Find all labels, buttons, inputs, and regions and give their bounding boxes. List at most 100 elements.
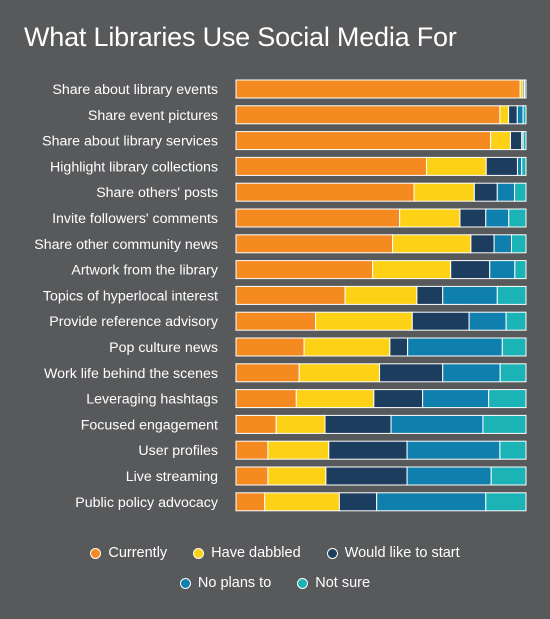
- category-label-share-event-pictures: Share event pictures: [88, 108, 218, 124]
- bar-segment-no-plans-to-share-others-posts: [496, 182, 516, 202]
- category-label-leveraging-hashtags: Leveraging hashtags: [86, 392, 218, 408]
- bar-segment-not-sure-provide-reference-advisory: [505, 311, 527, 331]
- bar-segment-not-sure-highlight-library-collections: [521, 156, 527, 176]
- category-label-user-profiles: User profiles: [138, 443, 218, 459]
- category-label-share-others-posts: Share others' posts: [96, 185, 218, 201]
- category-label-provide-reference-advisory: Provide reference advisory: [49, 314, 219, 330]
- bar-segment-no-plans-to-focused-engagement: [390, 414, 484, 434]
- legend-row-1: Currently Have dabbled Would like to sta…: [0, 545, 550, 561]
- bar-segment-no-plans-to-highlight-library-collections: [516, 156, 523, 176]
- bar-segment-currently-share-about-library-events: [235, 79, 521, 99]
- bar-segment-not-sure-user-profiles: [499, 440, 527, 460]
- bar-segment-not-sure-topics-of-hyperlocal-interest: [496, 285, 527, 305]
- legend-swatch-not-sure: [297, 577, 309, 589]
- bar-segment-have-dabbled-invite-followers-comments: [399, 208, 461, 228]
- bar-segment-currently-share-event-pictures: [235, 105, 501, 125]
- category-label-public-policy-advocacy: Public policy advocacy: [75, 495, 219, 511]
- chart-title: What Libraries Use Social Media For: [24, 22, 457, 52]
- bar-segment-would-like-to-start-leveraging-hashtags: [373, 389, 424, 409]
- bar-segment-currently-user-profiles: [235, 440, 269, 460]
- bar-segment-currently-live-streaming: [235, 466, 269, 486]
- bar-segment-have-dabbled-share-others-posts: [413, 182, 475, 202]
- legend-item-not-sure: Not sure: [297, 575, 370, 591]
- bar-segment-currently-leveraging-hashtags: [235, 389, 297, 409]
- bar-segment-would-like-to-start-user-profiles: [328, 440, 408, 460]
- legend-row-2: No plans to Not sure: [0, 575, 550, 591]
- legend-item-no-plans-to: No plans to: [179, 575, 271, 591]
- bar-segment-have-dabbled-highlight-library-collections: [425, 156, 487, 176]
- category-label-invite-followers-comments: Invite followers' comments: [52, 211, 218, 227]
- bar-segment-have-dabbled-topics-of-hyperlocal-interest: [344, 285, 418, 305]
- bar-segment-have-dabbled-leveraging-hashtags: [295, 389, 375, 409]
- legend-label-have-dabbled: Have dabbled: [211, 545, 301, 561]
- bar-segment-have-dabbled-provide-reference-advisory: [315, 311, 413, 331]
- bar-segment-no-plans-to-artwork-from-the-library: [489, 260, 516, 280]
- bar-segment-not-sure-artwork-from-the-library: [514, 260, 527, 280]
- bar-segment-not-sure-share-other-community-news: [511, 234, 527, 254]
- bar-segment-currently-pop-culture-news: [235, 337, 305, 357]
- category-label-share-about-library-events: Share about library events: [52, 82, 218, 98]
- bar-segment-would-like-to-start-highlight-library-collections: [485, 156, 518, 176]
- category-label-pop-culture-news: Pop culture news: [109, 340, 218, 356]
- legend-item-currently: Currently: [90, 545, 167, 561]
- bar-segment-currently-focused-engagement: [235, 414, 277, 434]
- bar-segment-would-like-to-start-topics-of-hyperlocal-interest: [416, 285, 444, 305]
- bar-segment-not-sure-share-others-posts: [514, 182, 527, 202]
- legend-swatch-currently: [90, 547, 102, 559]
- bar-segment-no-plans-to-user-profiles: [406, 440, 501, 460]
- bar-segment-have-dabbled-share-other-community-news: [392, 234, 472, 254]
- bar-segment-would-like-to-start-share-other-community-news: [470, 234, 495, 254]
- category-label-work-life-behind-the-scenes: Work life behind the scenes: [44, 366, 218, 382]
- bar-segment-not-sure-focused-engagement: [482, 414, 527, 434]
- bar-segment-not-sure-work-life-behind-the-scenes: [499, 363, 527, 383]
- stacked-bar-chart: Share about library events Share event pi…: [34, 79, 527, 512]
- bar-segment-have-dabbled-user-profiles: [267, 440, 330, 460]
- bar-segment-no-plans-to-invite-followers-comments: [485, 208, 510, 228]
- legend-swatch-have-dabbled: [193, 547, 205, 559]
- bar-segment-not-sure-public-policy-advocacy: [485, 492, 527, 512]
- legend-item-would-like-to-start: Would like to start: [326, 545, 460, 561]
- bar-segment-currently-share-others-posts: [235, 182, 415, 202]
- bar-segment-no-plans-to-share-event-pictures: [516, 105, 524, 125]
- bar-segment-not-sure-invite-followers-comments: [508, 208, 527, 228]
- bar-segment-would-like-to-start-pop-culture-news: [389, 337, 409, 357]
- bar-segment-have-dabbled-artwork-from-the-library: [372, 260, 452, 280]
- category-label-focused-engagement: Focused engagement: [81, 417, 218, 433]
- bar-segment-have-dabbled-public-policy-advocacy: [264, 492, 340, 512]
- legend-label-would-like-to-start: Would like to start: [344, 545, 460, 561]
- bar-segment-no-plans-to-provide-reference-advisory: [468, 311, 507, 331]
- bar-segment-currently-public-policy-advocacy: [235, 492, 266, 512]
- bar-segment-no-plans-to-leveraging-hashtags: [422, 389, 490, 409]
- category-label-artwork-from-the-library: Artwork from the library: [71, 263, 219, 279]
- bar-segment-would-like-to-start-live-streaming: [325, 466, 408, 486]
- bar-segment-currently-work-life-behind-the-scenes: [235, 363, 300, 383]
- bar-segment-would-like-to-start-share-event-pictures: [508, 105, 518, 125]
- bar-segment-would-like-to-start-work-life-behind-the-scenes: [379, 363, 444, 383]
- bar-segment-no-plans-to-share-other-community-news: [493, 234, 513, 254]
- bar-segment-no-plans-to-topics-of-hyperlocal-interest: [442, 285, 498, 305]
- category-label-share-about-library-services: Share about library services: [42, 134, 218, 150]
- category-label-live-streaming: Live streaming: [126, 469, 218, 485]
- category-label-highlight-library-collections: Highlight library collections: [50, 159, 218, 175]
- legend-label-not-sure: Not sure: [315, 575, 371, 591]
- bar-segment-not-sure-leveraging-hashtags: [488, 389, 527, 409]
- bar-segment-not-sure-share-event-pictures: [522, 105, 527, 125]
- bar-segment-have-dabbled-live-streaming: [267, 466, 327, 486]
- bar-segment-no-plans-to-live-streaming: [406, 466, 492, 486]
- bar-segment-currently-invite-followers-comments: [235, 208, 401, 228]
- bar-segment-not-sure-live-streaming: [490, 466, 527, 486]
- bar-segment-have-dabbled-work-life-behind-the-scenes: [298, 363, 381, 383]
- legend-item-have-dabbled: Have dabbled: [193, 545, 301, 561]
- bar-segment-would-like-to-start-share-others-posts: [473, 182, 498, 202]
- legend-swatch-would-like-to-start: [326, 547, 338, 559]
- bar-segment-would-like-to-start-artwork-from-the-library: [450, 260, 491, 280]
- bar-segment-currently-share-about-library-services: [235, 131, 492, 151]
- bar-segment-would-like-to-start-invite-followers-comments: [459, 208, 487, 228]
- bar-segment-currently-share-other-community-news: [235, 234, 394, 254]
- bar-segment-would-like-to-start-public-policy-advocacy: [338, 492, 378, 512]
- bar-segment-no-plans-to-share-about-library-events: [524, 79, 527, 99]
- bar-segment-have-dabbled-focused-engagement: [275, 414, 326, 434]
- category-label-topics-of-hyperlocal-interest: Topics of hyperlocal interest: [43, 288, 218, 304]
- bar-segment-not-sure-pop-culture-news: [501, 337, 527, 357]
- bar-segment-currently-provide-reference-advisory: [235, 311, 317, 331]
